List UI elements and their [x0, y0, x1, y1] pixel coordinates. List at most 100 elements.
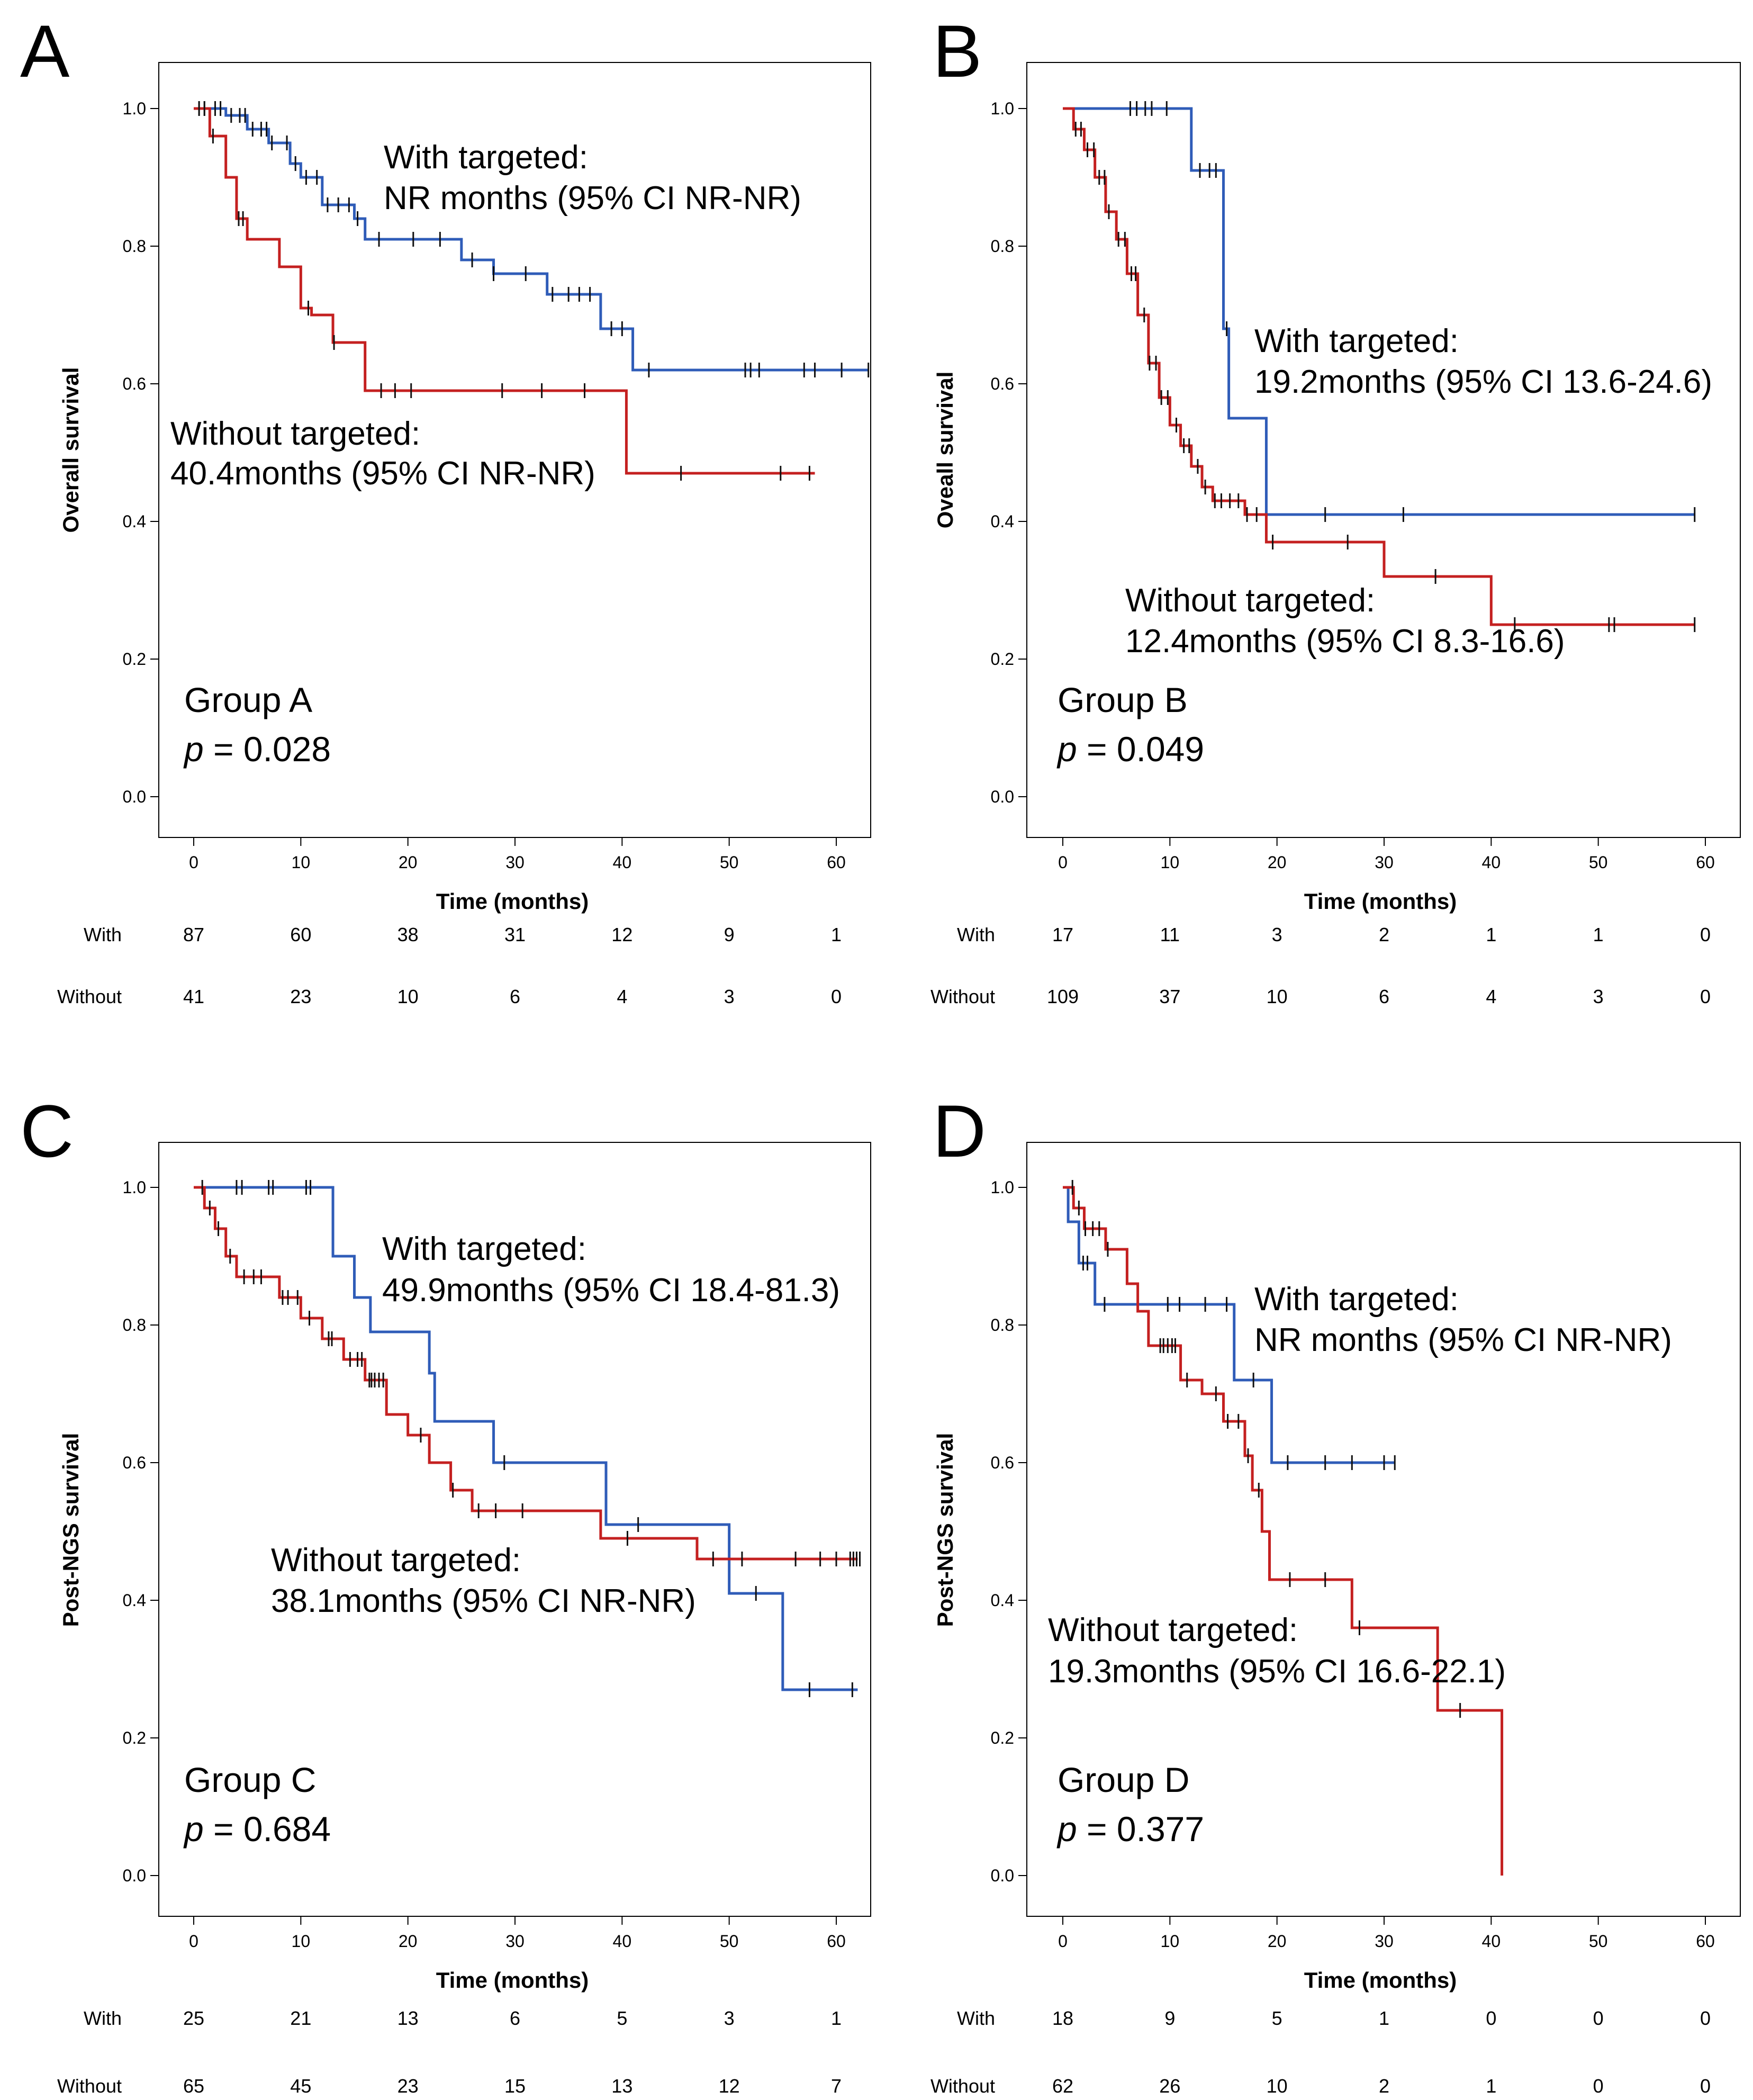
- risk-count: 31: [504, 924, 526, 945]
- risk-count: 7: [831, 2075, 842, 2097]
- risk-count: 10: [1267, 2075, 1288, 2097]
- risk-count: 1: [831, 924, 842, 945]
- x-tick-label: 50: [720, 853, 739, 872]
- y-tick-label: 1.0: [123, 99, 146, 118]
- x-tick-label: 40: [1482, 1932, 1501, 1951]
- x-tick-label: 20: [399, 1932, 418, 1951]
- x-tick-label: 10: [292, 853, 311, 872]
- x-tick-label: 0: [1058, 1932, 1068, 1951]
- x-tick-label: 30: [1375, 853, 1394, 872]
- risk-count: 5: [617, 2007, 627, 2029]
- risk-count: 21: [290, 2007, 311, 2029]
- without-targeted-label: Without targeted:: [170, 416, 420, 452]
- risk-count: 12: [611, 924, 632, 945]
- risk-count: 12: [719, 2075, 740, 2097]
- risk-count: 62: [1052, 2075, 1073, 2097]
- risk-count: 26: [1159, 2075, 1180, 2097]
- risk-count: 6: [510, 2007, 520, 2029]
- plot-frame: [1026, 62, 1741, 838]
- x-tick-label: 50: [720, 1932, 739, 1951]
- without-targeted-median: 12.4months (95% CI 8.3-16.6): [1125, 623, 1565, 660]
- risk-count: 60: [290, 924, 311, 945]
- y-tick-label: 1.0: [991, 99, 1014, 118]
- risk-count: 9: [724, 924, 735, 945]
- y-tick-label: 0.0: [123, 787, 146, 806]
- y-tick-label: 1.0: [123, 1178, 146, 1197]
- risk-count: 13: [397, 2007, 419, 2029]
- y-tick-label: 0.2: [991, 1728, 1014, 1747]
- with-targeted-label: With targeted:: [382, 1231, 586, 1267]
- with-targeted-label: With targeted:: [1254, 1281, 1459, 1318]
- risk-count: 3: [1272, 924, 1282, 945]
- group-label: Group D: [1058, 1760, 1189, 1799]
- x-tick-label: 50: [1589, 853, 1608, 872]
- x-tick-label: 20: [399, 853, 418, 872]
- risk-count: 109: [1047, 986, 1079, 1007]
- p-value: p = 0.377: [1056, 1809, 1204, 1849]
- with-targeted-median: 49.9months (95% CI 18.4-81.3): [382, 1272, 840, 1309]
- risk-count: 9: [1164, 2007, 1175, 2029]
- y-tick-label: 0.2: [991, 650, 1014, 669]
- risk-row-label: With: [84, 924, 122, 945]
- group-label: Group B: [1058, 680, 1188, 719]
- p-value: p = 0.028: [183, 729, 331, 769]
- panel-letter: C: [20, 1089, 74, 1173]
- p-value-number: = 0.377: [1087, 1809, 1204, 1849]
- risk-count: 11: [1160, 924, 1180, 945]
- risk-count: 37: [1159, 986, 1180, 1007]
- survival-curve-with-targeted: [1063, 1186, 1395, 1464]
- without-targeted-label: Without targeted:: [1125, 582, 1375, 619]
- y-axis-title: Post-NGS survival: [933, 1433, 957, 1627]
- without-targeted-median: 19.3months (95% CI 16.6-22.1): [1048, 1653, 1506, 1690]
- y-axis-title: Post-NGS survival: [58, 1433, 83, 1627]
- risk-count: 0: [1700, 986, 1711, 1007]
- risk-row-label: Without: [930, 986, 995, 1007]
- x-axis-title: Time (months): [1304, 889, 1457, 914]
- x-tick-label: 0: [1058, 853, 1068, 872]
- risk-count: 1: [1486, 2075, 1496, 2097]
- x-axis-title: Time (months): [1304, 1968, 1457, 1993]
- survival-curve-with-targeted: [194, 107, 869, 372]
- p-symbol: p: [1056, 729, 1087, 769]
- y-tick-label: 1.0: [991, 1178, 1014, 1197]
- y-tick-label: 0.4: [123, 512, 146, 531]
- y-tick-label: 0.0: [991, 787, 1014, 806]
- y-axis-title: Oveall survival: [933, 372, 957, 529]
- y-tick-label: 0.6: [123, 1453, 146, 1472]
- p-symbol: p: [183, 1809, 213, 1849]
- x-tick-label: 50: [1589, 1932, 1608, 1951]
- y-tick-label: 0.6: [991, 1453, 1014, 1472]
- risk-count: 4: [1486, 986, 1496, 1007]
- y-axis-title: Overall survival: [58, 367, 83, 533]
- group-label: Group C: [184, 1760, 316, 1799]
- y-tick-label: 0.2: [123, 1728, 146, 1747]
- x-tick-label: 60: [827, 853, 846, 872]
- y-tick-label: 0.0: [123, 1866, 146, 1885]
- with-targeted-label: With targeted:: [1254, 323, 1459, 359]
- p-value-number: = 0.028: [213, 729, 331, 769]
- group-label: Group A: [184, 680, 312, 719]
- risk-count: 2: [1379, 2075, 1389, 2097]
- without-targeted-label: Without targeted:: [271, 1542, 521, 1579]
- x-tick-label: 10: [292, 1932, 311, 1951]
- risk-count: 0: [1593, 2007, 1604, 2029]
- risk-count: 0: [1593, 2075, 1604, 2097]
- x-tick-label: 40: [613, 853, 632, 872]
- x-tick-label: 10: [1161, 1932, 1180, 1951]
- x-tick-label: 30: [505, 853, 525, 872]
- survival-curve-with-targeted: [1063, 107, 1695, 516]
- risk-count: 1: [1379, 2007, 1389, 2029]
- risk-count: 18: [1052, 2007, 1073, 2029]
- p-value: p = 0.684: [183, 1809, 331, 1849]
- y-tick-label: 0.2: [123, 650, 146, 669]
- without-targeted-label: Without targeted:: [1048, 1612, 1298, 1648]
- risk-count: 23: [290, 986, 311, 1007]
- y-tick-label: 0.6: [991, 374, 1014, 393]
- with-targeted-median: NR months (95% CI NR-NR): [384, 180, 801, 217]
- risk-count: 3: [724, 2007, 735, 2029]
- risk-count: 6: [1379, 986, 1389, 1007]
- p-value-number: = 0.684: [213, 1809, 331, 1849]
- risk-count: 0: [831, 986, 842, 1007]
